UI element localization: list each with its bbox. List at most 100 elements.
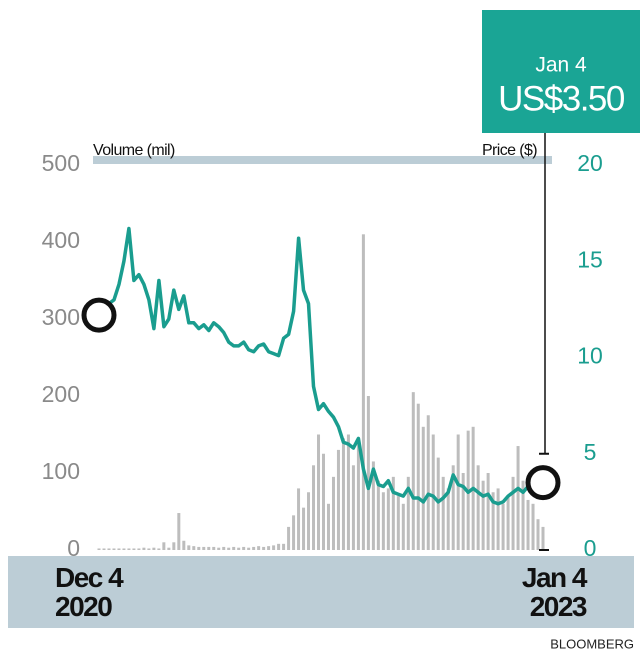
x-tick-label: Jan 4 2023 bbox=[521, 562, 588, 622]
volume-bar bbox=[516, 446, 520, 550]
volume-bar bbox=[147, 548, 151, 550]
volume-bar bbox=[461, 473, 465, 550]
volume-bar bbox=[222, 546, 226, 550]
volume-bar bbox=[277, 543, 281, 550]
volume-bar bbox=[426, 415, 430, 550]
volume-bar bbox=[486, 473, 490, 550]
volume-bar bbox=[132, 548, 136, 550]
volume-bar bbox=[102, 548, 106, 550]
volume-bar bbox=[162, 542, 166, 550]
y-tick-label: 0 bbox=[67, 535, 80, 561]
volume-bar bbox=[177, 513, 181, 550]
volume-bar bbox=[451, 465, 455, 550]
volume-bar bbox=[202, 546, 206, 550]
volume-bar bbox=[317, 434, 321, 550]
source: BLOOMBERG bbox=[550, 636, 634, 651]
volume-bar bbox=[307, 492, 311, 550]
volume-bar bbox=[267, 546, 271, 550]
volume-bar bbox=[366, 396, 370, 550]
volume-bar bbox=[506, 496, 510, 550]
volume-bar bbox=[127, 548, 131, 550]
volume-bar bbox=[531, 503, 535, 550]
volume-bar bbox=[272, 545, 276, 550]
lines bbox=[81, 226, 561, 506]
volume-bar bbox=[167, 547, 171, 550]
volume-bar bbox=[117, 548, 121, 550]
volume-bar bbox=[182, 540, 186, 550]
x-axis-band bbox=[8, 556, 634, 628]
volume-bar bbox=[252, 546, 256, 550]
header-bar bbox=[93, 156, 552, 164]
volume-bar bbox=[227, 547, 231, 550]
volume-bar bbox=[371, 461, 375, 550]
y-tick-label: 500 bbox=[42, 150, 80, 176]
volume-bar bbox=[197, 546, 201, 550]
volume-bar bbox=[287, 526, 291, 550]
volume-bar bbox=[361, 234, 365, 551]
volume-bar bbox=[172, 542, 176, 550]
volume-bar bbox=[321, 453, 325, 550]
volume-bar bbox=[536, 519, 540, 550]
left-axis-title: Volume (mil) bbox=[93, 142, 175, 159]
callout-date: Jan 4 bbox=[535, 54, 587, 77]
volume-bar bbox=[122, 548, 126, 550]
y2-tick-label: 0 bbox=[584, 535, 597, 561]
callout-value: US$3.50 bbox=[498, 79, 625, 118]
y-tick-label: 200 bbox=[42, 381, 80, 407]
volume-bar bbox=[351, 465, 355, 550]
volume-bar bbox=[391, 476, 395, 550]
endpoint-marker bbox=[525, 465, 561, 501]
volume-bar bbox=[421, 426, 425, 550]
volume-bar bbox=[217, 547, 221, 550]
volume-bar bbox=[107, 548, 111, 550]
volume-bar bbox=[401, 503, 405, 550]
y2-tick-label: 20 bbox=[577, 150, 603, 176]
volume-bar bbox=[247, 547, 251, 550]
volume-bar bbox=[326, 503, 330, 550]
volume-bar bbox=[262, 546, 266, 550]
volume-bar bbox=[491, 492, 495, 550]
volume-bar bbox=[441, 476, 445, 550]
right-axis-title: Price ($) bbox=[482, 142, 537, 159]
volume-bar bbox=[341, 438, 345, 550]
volume-bar bbox=[436, 457, 440, 550]
volume-bar bbox=[97, 548, 101, 550]
volume-bar bbox=[292, 515, 296, 550]
volume-bar bbox=[396, 496, 400, 550]
volume-bar bbox=[212, 546, 216, 550]
volume-bar bbox=[257, 546, 261, 550]
volume-bar bbox=[142, 547, 146, 550]
volume-bar bbox=[511, 476, 515, 550]
volume-bar bbox=[381, 492, 385, 550]
volume-bar bbox=[521, 480, 525, 550]
volume-bar bbox=[207, 546, 211, 550]
callout-box bbox=[482, 10, 640, 133]
x-tick-label: Dec 4 2020 bbox=[55, 562, 124, 622]
volume-bar bbox=[237, 547, 241, 550]
endpoint-marker bbox=[81, 297, 117, 333]
volume-bar bbox=[187, 545, 191, 550]
volume-bar bbox=[331, 476, 335, 550]
volume-bar bbox=[481, 480, 485, 550]
volume-bar bbox=[386, 488, 390, 550]
y2-tick-label: 10 bbox=[577, 343, 603, 369]
y2-tick-label: 15 bbox=[577, 246, 603, 272]
volume-bar bbox=[456, 434, 460, 550]
volume-bar bbox=[501, 503, 505, 550]
volume-bar bbox=[411, 392, 415, 550]
volume-bar bbox=[297, 488, 301, 550]
volume-bar bbox=[446, 488, 450, 550]
volume-bar bbox=[302, 507, 306, 550]
volume-bar bbox=[526, 499, 530, 550]
volume-bar bbox=[192, 546, 196, 550]
volume-bar bbox=[406, 476, 410, 550]
volume-bar bbox=[496, 488, 500, 550]
volume-bar bbox=[242, 546, 246, 550]
y-tick-label: 100 bbox=[42, 458, 80, 484]
volume-bar bbox=[112, 548, 116, 550]
volume-bar bbox=[312, 465, 316, 550]
volume-bar bbox=[356, 442, 360, 550]
volume-bar bbox=[336, 449, 340, 550]
volume-bar bbox=[152, 547, 156, 550]
